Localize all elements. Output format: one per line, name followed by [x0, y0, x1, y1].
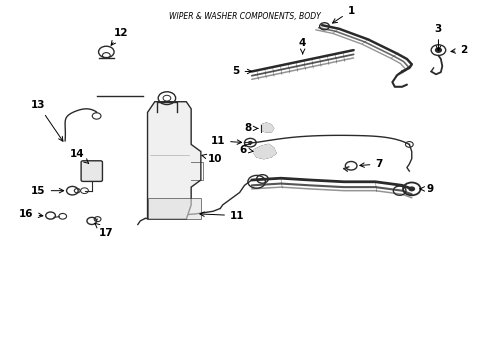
Circle shape: [407, 186, 414, 192]
Circle shape: [247, 141, 252, 144]
Text: 10: 10: [202, 154, 222, 164]
Text: 8: 8: [244, 123, 257, 134]
FancyBboxPatch shape: [81, 161, 102, 181]
Text: 6: 6: [239, 145, 253, 155]
Text: 16: 16: [19, 209, 43, 219]
Circle shape: [435, 48, 441, 52]
Text: 17: 17: [95, 223, 113, 238]
Polygon shape: [147, 102, 201, 219]
Text: 4: 4: [298, 38, 306, 54]
Text: 15: 15: [31, 186, 63, 196]
Text: 11: 11: [210, 136, 241, 146]
Text: 1: 1: [332, 6, 354, 23]
Text: 5: 5: [232, 67, 251, 76]
Text: 11: 11: [200, 211, 244, 221]
Polygon shape: [261, 123, 273, 132]
Text: WIPER & WASHER COMPONENTS, BODY: WIPER & WASHER COMPONENTS, BODY: [168, 12, 320, 21]
Text: 2: 2: [450, 45, 467, 55]
Text: 12: 12: [111, 28, 128, 45]
Text: 9: 9: [419, 184, 432, 194]
Polygon shape: [254, 144, 275, 159]
Text: 7: 7: [359, 159, 382, 169]
Text: 14: 14: [70, 149, 88, 163]
Text: 13: 13: [31, 100, 63, 141]
Text: 3: 3: [434, 24, 441, 50]
Polygon shape: [147, 198, 201, 219]
